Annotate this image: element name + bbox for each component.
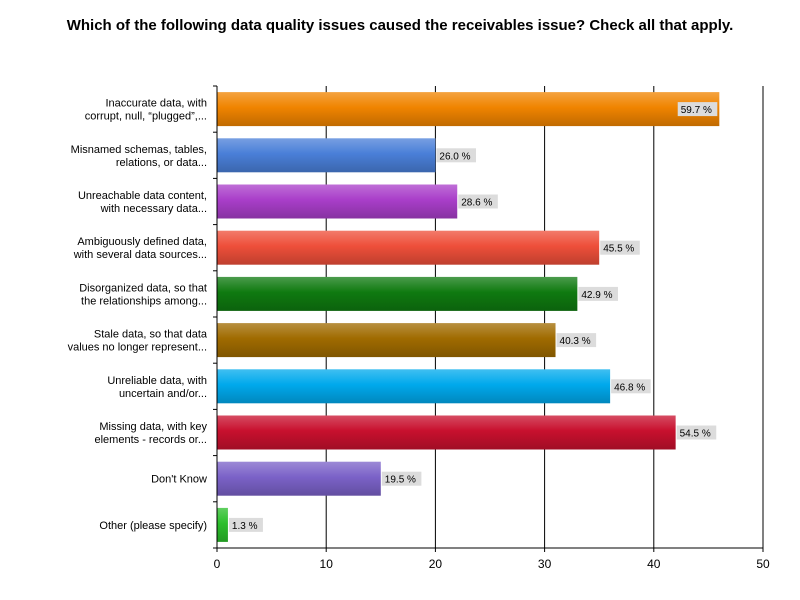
data-label: 26.0 % <box>439 151 470 162</box>
data-label-background <box>381 471 422 486</box>
bar <box>217 461 381 496</box>
x-tick-label: 40 <box>647 557 661 571</box>
labels: 59.7 % Inaccurate data, with corrupt, null… <box>68 98 718 532</box>
category-label: Ambiguously defined data, with several da… <box>73 236 207 261</box>
category-label: Missing data, with key elements - records… <box>95 421 208 446</box>
bar <box>217 92 720 127</box>
data-label: 45.5 % <box>603 244 634 255</box>
data-label: 40.3 % <box>560 336 591 347</box>
category-label: Unreliable data, with uncertain and/or... <box>107 375 207 400</box>
bar <box>217 184 458 219</box>
category-label: Misnamed schemas, tables, relations, or d… <box>71 144 207 169</box>
x-tick-label: 0 <box>214 557 221 571</box>
category-label: Unreachable data content, with necessary … <box>78 190 207 215</box>
bar <box>217 276 578 311</box>
data-label: 19.5 % <box>385 475 416 486</box>
data-label: 28.6 % <box>461 198 492 209</box>
bar <box>217 415 676 450</box>
bar <box>217 138 436 173</box>
category-label: Inaccurate data, with corrupt, null, “plu… <box>85 98 207 123</box>
data-label: 46.8 % <box>614 382 645 393</box>
axes: 0 10 20 30 40 50 <box>213 85 770 571</box>
bar <box>217 230 600 265</box>
x-tick-label: 50 <box>756 557 770 571</box>
data-label: 1.3 % <box>232 521 258 532</box>
category-label: Don't Know <box>151 474 207 486</box>
data-label-background <box>611 379 651 394</box>
bar <box>217 323 556 358</box>
data-label: 59.7 % <box>681 105 712 116</box>
category-label: Stale data, so that data values no longer… <box>68 329 208 354</box>
data-label-background <box>676 425 717 440</box>
data-label: 42.9 % <box>581 290 612 301</box>
data-label: 54.5 % <box>680 429 711 440</box>
data-label-background <box>458 194 498 209</box>
data-label-background <box>436 148 476 163</box>
data-label-background <box>228 517 263 532</box>
bar <box>217 507 228 542</box>
x-tick-label: 20 <box>429 557 443 571</box>
chart-title: Which of the following data quality issu… <box>66 17 734 34</box>
x-tick-label: 30 <box>538 557 552 571</box>
bars <box>217 92 720 542</box>
data-label-background <box>578 286 618 301</box>
bar <box>217 369 611 404</box>
data-label-background <box>556 333 597 348</box>
x-tick-label: 10 <box>320 557 334 571</box>
category-label: Disorganized data, so that the relationsh… <box>79 282 207 307</box>
data-label-background <box>677 102 718 117</box>
category-label: Other (please specify) <box>99 520 207 532</box>
data-label-background <box>600 240 640 255</box>
